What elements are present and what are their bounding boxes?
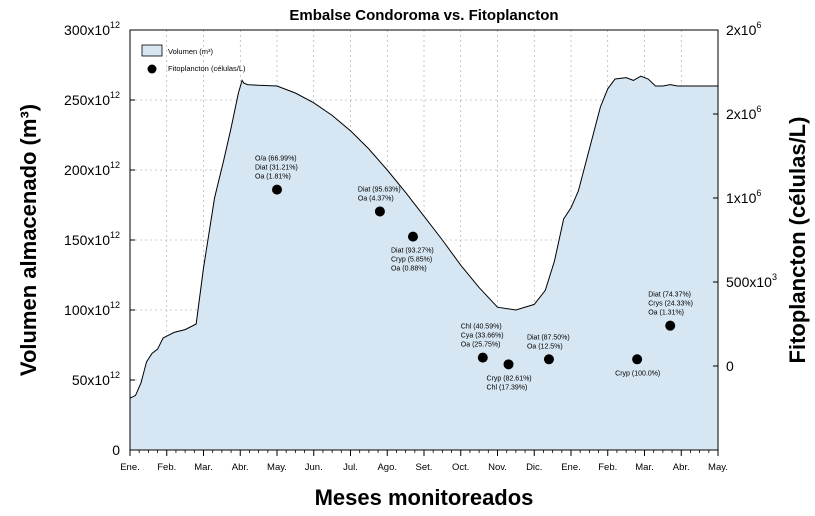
phyto-point [503, 359, 514, 370]
phyto-annotation: Diat (95.63%) [358, 186, 401, 193]
phyto-point [632, 354, 643, 365]
phyto-point [407, 231, 418, 242]
legend-label-volume: Volumen (m³) [168, 47, 214, 56]
x-tick-label: Jun. [305, 462, 323, 473]
x-tick-label: Feb. [157, 462, 176, 473]
right-tick-label: 2x106 [726, 104, 761, 122]
chart-title: Embalse Condoroma vs. Fitoplancton [289, 7, 558, 24]
x-tick-label: Set. [416, 462, 433, 473]
phyto-annotation: Diat (31.21%) [255, 165, 298, 172]
left-tick-label: 0 [112, 442, 120, 458]
left-tick-label: 150x1012 [64, 230, 120, 248]
x-tick-label: Ene. [561, 462, 581, 473]
left-tick-label: 200x1012 [64, 160, 120, 178]
legend-swatch-volume [141, 44, 163, 57]
phyto-annotation: Cryp (82.61%) [487, 375, 532, 382]
volume-line [129, 75, 718, 399]
left-tick-label: 100x1012 [64, 300, 120, 318]
legend: Volumen (m³) Fitoplancton (células/L) [141, 44, 246, 74]
phyto-annotation: Oa (25.75%) [461, 342, 501, 349]
left-tick-label: 50x1012 [72, 370, 120, 388]
right-axis: 0 500x103 1x106 2x106 2x106 [713, 20, 777, 374]
phyto-annotation: Diat (74.37%) [648, 292, 691, 299]
x-tick-label: Mar. [194, 462, 212, 473]
phyto-point [665, 320, 676, 331]
left-tick-label: 300x1012 [64, 20, 120, 38]
right-tick-label: 500x103 [726, 272, 777, 290]
phyto-annotation: Chl (40.59%) [461, 324, 502, 331]
phyto-point [543, 354, 554, 365]
phyto-point [374, 206, 385, 217]
right-tick-label: 0 [726, 358, 734, 374]
x-tick-label: Abr. [673, 462, 690, 473]
x-tick-label: Jul. [343, 462, 358, 473]
right-axis-title: Fitoplancton (células/L) [785, 117, 810, 364]
legend-marker-phyto [147, 64, 157, 74]
phyto-annotation: Oa (4.37%) [358, 195, 394, 202]
volume-area [130, 76, 718, 450]
left-axis: 0 50x1012 100x1012 150x1012 200x1012 250x1012… [64, 20, 135, 458]
x-tick-label: Nov. [488, 462, 507, 473]
phyto-annotation: Crys (24.33%) [648, 301, 693, 308]
phyto-annotation: Diat (93.27%) [391, 248, 434, 255]
phyto-annotation: O/a (66.99%) [255, 156, 297, 163]
left-tick-label: 250x1012 [64, 90, 120, 108]
phyto-point [272, 184, 282, 195]
phyto-annotation: Cryp (5.85%) [391, 257, 432, 264]
x-axis-title: Meses monitoreados [315, 485, 534, 510]
phyto-point [477, 352, 488, 363]
x-tick-label: May. [708, 462, 728, 473]
phytoplankton-points: O/a (66.99%) Diat (31.21%) Oa (1.81%) Diat … [255, 156, 693, 392]
left-axis-title: Volumen almacenado (m³) [16, 104, 41, 376]
x-tick-label: Dic. [526, 462, 542, 473]
phyto-annotation: Diat (87.50%) [527, 334, 570, 341]
phyto-annotation: Oa (1.81%) [255, 174, 291, 181]
right-tick-label: 1x106 [726, 188, 761, 206]
x-tick-label: Oct. [452, 462, 469, 473]
right-tick-label: 2x106 [726, 20, 761, 38]
phyto-annotation: Cryp (100.0%) [615, 370, 660, 377]
phyto-annotation: Oa (12.5%) [527, 343, 563, 350]
x-tick-label: Ago. [377, 462, 397, 473]
phyto-annotation: Chl (17.39%) [487, 384, 528, 391]
x-tick-label: Mar. [635, 462, 653, 473]
x-tick-label: May. [267, 462, 287, 473]
phyto-annotation: Cya (33.66%) [461, 333, 504, 340]
legend-label-phyto: Fitoplancton (células/L) [168, 64, 246, 73]
x-tick-label: Feb. [598, 462, 617, 473]
phyto-annotation: Oa (0.88%) [391, 266, 427, 273]
x-tick-label: Ene. [120, 462, 140, 473]
x-tick-label: Abr. [232, 462, 249, 473]
x-axis: Ene. Feb. Mar. Abr. May. Jun. Jul. Ago. Set. Oct.… [120, 450, 728, 473]
phyto-annotation: Oa (1.31%) [648, 310, 684, 317]
